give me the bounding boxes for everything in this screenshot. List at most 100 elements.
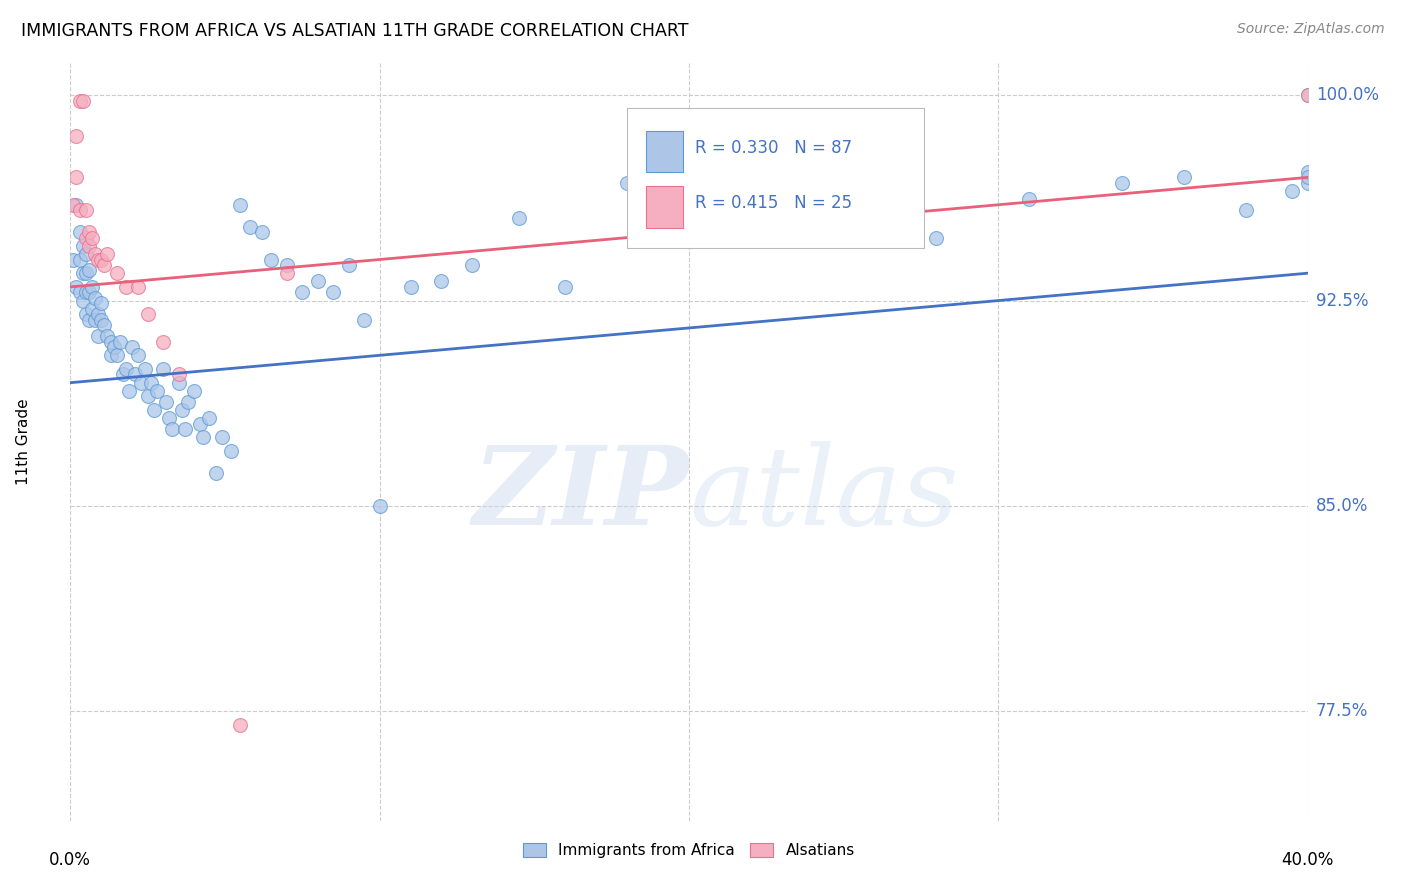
Point <box>801 170 824 185</box>
Point <box>72 94 94 108</box>
Point <box>204 466 226 480</box>
Point <box>77 239 100 253</box>
Point <box>80 230 103 244</box>
Text: 77.5%: 77.5% <box>1316 702 1368 720</box>
Point <box>291 285 314 300</box>
Point <box>337 258 360 272</box>
Point <box>72 266 94 280</box>
Text: atlas: atlas <box>689 441 959 549</box>
Point <box>105 348 128 362</box>
Point <box>198 411 221 425</box>
Text: Source: ZipAtlas.com: Source: ZipAtlas.com <box>1237 22 1385 37</box>
Point <box>103 340 125 354</box>
Point <box>229 718 252 732</box>
Point <box>69 203 91 218</box>
Point <box>136 389 159 403</box>
Point <box>219 444 242 458</box>
Point <box>69 252 91 267</box>
Point <box>152 362 174 376</box>
Point <box>1173 170 1195 185</box>
Point <box>115 362 138 376</box>
Point <box>80 301 103 316</box>
Point <box>96 329 118 343</box>
Point <box>260 252 283 267</box>
Point <box>121 340 143 354</box>
Point <box>115 280 138 294</box>
Point <box>100 334 122 349</box>
Point <box>211 430 233 444</box>
Point <box>554 280 576 294</box>
Point <box>1296 88 1319 103</box>
Point <box>75 285 97 300</box>
Point <box>65 170 87 185</box>
Point <box>84 291 107 305</box>
Point <box>65 198 87 212</box>
Point <box>90 296 112 310</box>
Bar <box>645 186 683 227</box>
Point <box>100 348 122 362</box>
Text: 100.0%: 100.0% <box>1316 87 1379 104</box>
Point <box>69 285 91 300</box>
Point <box>69 225 91 239</box>
Point <box>1296 88 1319 103</box>
Point <box>276 258 298 272</box>
Point <box>72 293 94 308</box>
Point <box>87 329 110 343</box>
Point <box>80 280 103 294</box>
Point <box>177 395 200 409</box>
Text: IMMIGRANTS FROM AFRICA VS ALSATIAN 11TH GRADE CORRELATION CHART: IMMIGRANTS FROM AFRICA VS ALSATIAN 11TH … <box>21 22 689 40</box>
Point <box>134 362 156 376</box>
Point <box>1234 203 1257 218</box>
Point <box>678 198 700 212</box>
Point <box>239 219 262 234</box>
Point <box>65 280 87 294</box>
Point <box>65 129 87 144</box>
Point <box>105 266 128 280</box>
Point <box>616 176 638 190</box>
Point <box>1296 165 1319 179</box>
Point <box>1296 176 1319 190</box>
Text: R = 0.415   N = 25: R = 0.415 N = 25 <box>695 194 852 212</box>
Point <box>430 274 453 288</box>
Point <box>72 239 94 253</box>
Point <box>108 334 131 349</box>
Point <box>124 368 146 382</box>
Point <box>75 307 97 321</box>
Point <box>167 376 190 390</box>
Point <box>139 376 162 390</box>
Point <box>75 266 97 280</box>
Point <box>62 252 84 267</box>
Point <box>1296 170 1319 185</box>
Text: 85.0%: 85.0% <box>1316 497 1368 515</box>
Point <box>307 274 329 288</box>
Point <box>93 258 115 272</box>
Point <box>188 417 211 431</box>
Point <box>170 403 193 417</box>
Point <box>96 247 118 261</box>
Point <box>276 266 298 280</box>
Point <box>173 422 195 436</box>
Point <box>322 285 344 300</box>
Point <box>127 348 149 362</box>
Point <box>75 230 97 244</box>
Point <box>250 225 273 239</box>
Point <box>84 312 107 326</box>
Point <box>75 203 97 218</box>
Point <box>77 263 100 277</box>
Point <box>69 94 91 108</box>
Point <box>62 198 84 212</box>
Point <box>183 384 205 398</box>
Point <box>399 280 422 294</box>
Point <box>75 247 97 261</box>
Point <box>461 258 484 272</box>
Point <box>193 430 215 444</box>
Text: 40.0%: 40.0% <box>1281 851 1334 869</box>
Point <box>162 422 184 436</box>
Point <box>90 312 112 326</box>
Point <box>1281 184 1303 198</box>
Point <box>167 368 190 382</box>
Text: 92.5%: 92.5% <box>1316 292 1368 310</box>
Point <box>93 318 115 333</box>
Bar <box>645 130 683 172</box>
Point <box>77 285 100 300</box>
